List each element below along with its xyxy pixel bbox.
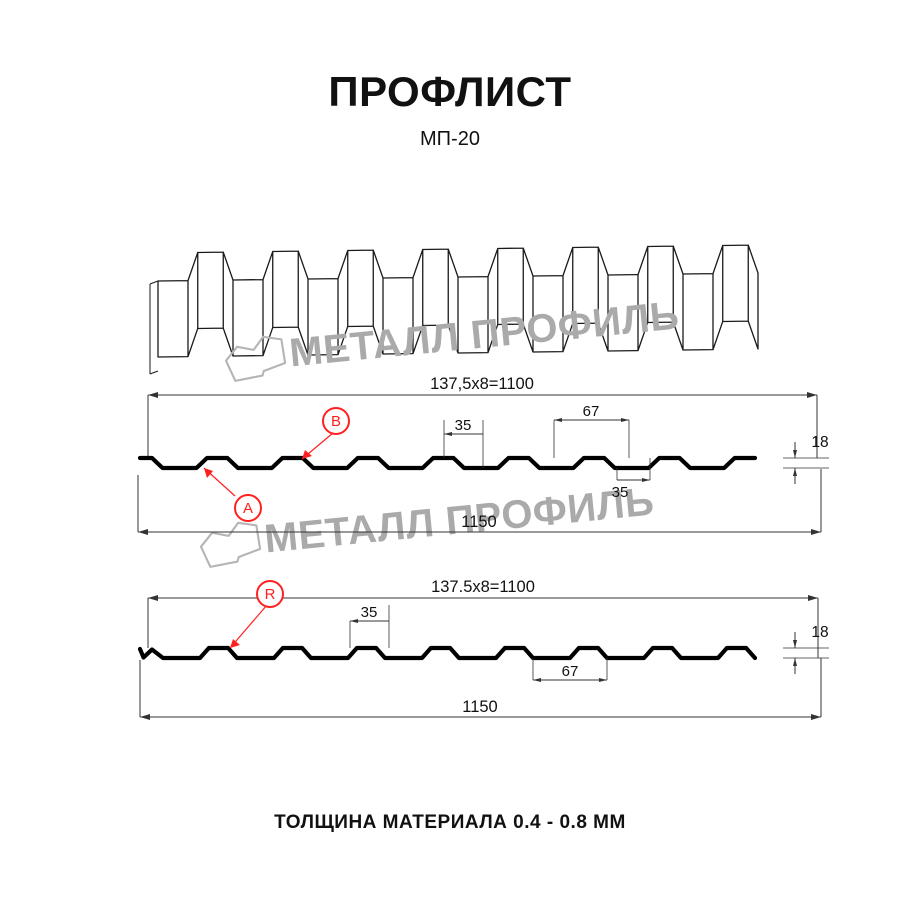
- svg-text:137.5x8=1100: 137.5x8=1100: [431, 578, 535, 596]
- svg-text:67: 67: [562, 663, 579, 680]
- svg-text:R: R: [265, 586, 276, 603]
- svg-text:18: 18: [811, 624, 828, 641]
- svg-text:1150: 1150: [462, 698, 497, 716]
- svg-text:35: 35: [361, 604, 378, 621]
